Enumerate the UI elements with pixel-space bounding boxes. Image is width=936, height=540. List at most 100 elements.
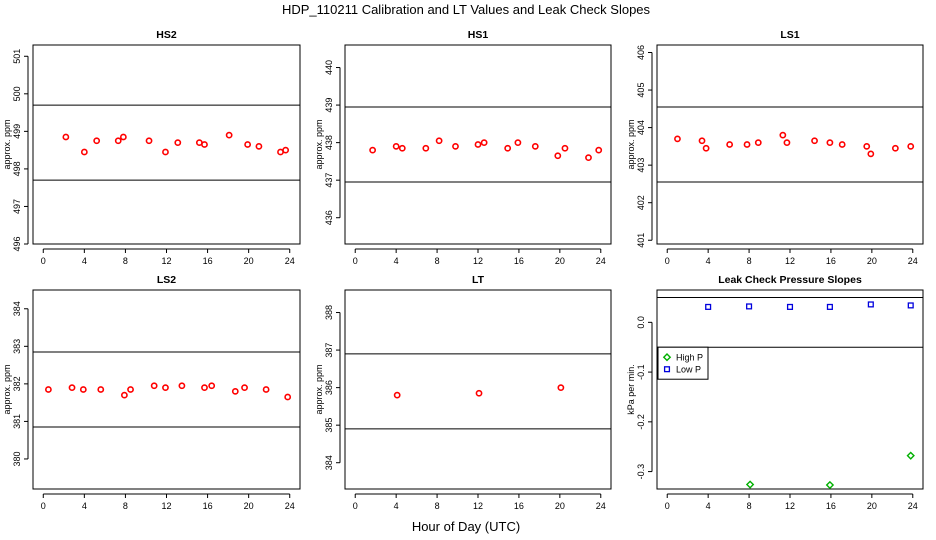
data-point [225,131,233,139]
x-tick-label: 16 [203,501,213,511]
plot-frame [32,44,301,245]
data-point [504,144,512,152]
x-tick-label: 4 [82,501,87,511]
x-tick-label: 12 [785,501,795,511]
y-tick-label: 498 [12,161,22,176]
series-0 [45,382,292,401]
plot-frame [656,289,924,490]
data-point [514,139,522,147]
y-tick-label: -0.1 [636,364,646,380]
x-tick-label: 16 [514,256,524,266]
panel-lt: LT 0 4 8 12 16 20 24 384 385 386 387 388 approx. ppm [314,274,612,511]
data-point [474,141,482,148]
data-point [208,382,216,390]
data-point [786,303,794,310]
series-0 [674,131,915,158]
data-point [557,384,565,392]
y-axis-label: approx. ppm [626,119,636,169]
data-point [867,301,874,308]
x-tick-label: 0 [41,256,46,266]
data-point [863,142,871,150]
x-tick-label: 20 [244,256,254,266]
panel-title: Leak Check Pressure Slopes [718,274,862,286]
series-0 [393,384,565,399]
legend-label: Low P [676,365,701,375]
main-title: HDP_110211 Calibration and LT Values and… [282,2,651,17]
panel-hs1: HS1 0 4 8 12 16 20 24 436 437 438 439 440 approx. ppm [314,29,612,266]
x-tick-label: 16 [826,501,836,511]
y-tick-label: 437 [324,173,334,188]
panel-ls1: LS1 0 4 8 12 16 20 24 401 402 403 404 405 406 approx. … [626,29,924,266]
y-tick-label: 405 [636,83,646,98]
panel-title: HS2 [156,29,177,41]
data-point [114,137,122,145]
x-tick-label: 0 [41,501,46,511]
data-point [475,389,483,397]
data-point [97,386,105,393]
data-point [62,133,70,141]
series-low-p [705,301,914,310]
data-point [162,148,169,156]
y-tick-label: 438 [324,135,334,150]
data-point [369,146,377,154]
plot-frame [656,44,924,245]
data-point [811,137,818,145]
data-point [743,141,751,148]
data-point [585,154,592,162]
data-point [779,131,787,139]
data-point [674,135,681,143]
legend-label: High P [676,353,703,363]
panel-ls2: LS2 0 4 8 12 16 20 24 380 381 382 383 384 approx. ppm [2,274,301,511]
panel-title: LT [472,274,485,286]
data-point [120,391,128,399]
data-point [754,139,762,147]
x-tick-label: 20 [555,501,565,511]
data-point [907,142,915,150]
plot-frame [32,289,301,490]
y-tick-label: 380 [12,451,22,466]
data-point [231,387,239,395]
x-tick-label: 0 [353,256,358,266]
panel-hs2: HS2 0 4 8 12 16 20 24 496 497 498 499 500 501 approx. … [2,29,301,266]
data-point [174,139,182,147]
data-point [702,144,710,152]
data-point [435,137,443,145]
x-tick-label: 4 [706,501,711,511]
panel-title: HS1 [468,29,489,41]
y-tick-label: 436 [324,210,334,225]
x-tick-label: 20 [867,501,877,511]
y-tick-label: 381 [12,414,22,429]
y-tick-label: -0.2 [636,414,646,430]
x-tick-label: 16 [203,256,213,266]
x-axis-label: Hour of Day (UTC) [412,519,520,534]
series-0 [62,131,290,156]
data-point [826,139,834,147]
data-point [150,382,158,390]
x-tick-label: 20 [555,256,565,266]
x-tick-label: 4 [394,501,399,511]
data-point [783,139,791,147]
x-tick-label: 24 [596,501,606,511]
data-point [745,480,755,489]
x-tick-label: 24 [285,256,295,266]
data-point [282,146,290,154]
data-point [392,142,400,150]
x-tick-label: 24 [908,501,918,511]
data-point [726,141,734,148]
y-axis-label: kPa per min. [626,364,636,415]
data-point [554,152,562,160]
y-tick-label: 496 [12,236,22,251]
panel-leak-check-pressure-slopes: Leak Check Pressure Slopes 0 4 8 12 16 20 24 -0.… [626,274,924,511]
x-tick-label: 8 [435,501,440,511]
data-point [80,148,88,156]
data-point [68,384,76,392]
data-point [201,141,208,148]
data-point [93,137,101,145]
panel-title: LS1 [780,29,799,41]
x-tick-label: 12 [473,501,483,511]
x-tick-label: 4 [706,256,711,266]
x-tick-label: 4 [394,256,399,266]
y-tick-label: 388 [324,305,334,320]
data-point [867,150,875,158]
x-tick-label: 8 [123,256,128,266]
